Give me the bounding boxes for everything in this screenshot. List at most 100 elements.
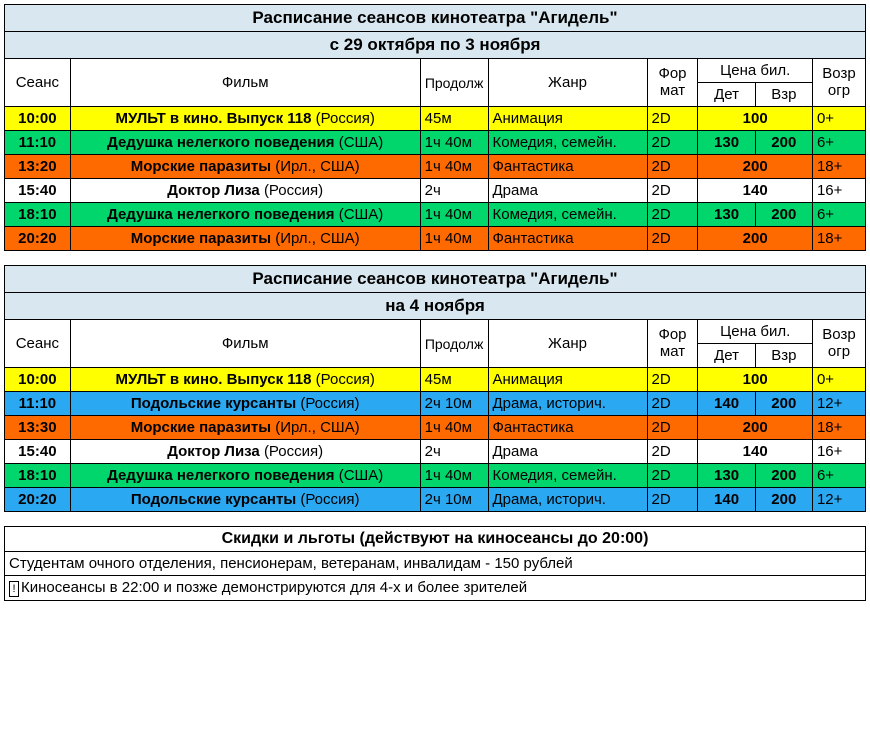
cell-genre: Комедия, семейн. <box>488 203 647 227</box>
cell-genre: Драма, историч. <box>488 488 647 512</box>
schedule-row: 11:10Подольские курсанты (Россия)2ч 10мД… <box>5 392 866 416</box>
cell-format: 2D <box>647 416 698 440</box>
schedule-row: 20:20Морские паразиты (Ирл., США)1ч 40мФ… <box>5 227 866 251</box>
schedule-row: 15:40Доктор Лиза (Россия)2чДрама2D14016+ <box>5 440 866 464</box>
cell-price-merged: 140 <box>698 179 813 203</box>
col-film: Фильм <box>70 320 420 368</box>
cell-format: 2D <box>647 107 698 131</box>
cell-duration: 1ч 40м <box>420 131 488 155</box>
film-country: (Россия) <box>264 182 323 199</box>
cell-time: 11:10 <box>5 131 71 155</box>
film-title: МУЛЬТ в кино. Выпуск 118 <box>116 110 312 127</box>
schedule-row: 20:20Подольские курсанты (Россия)2ч 10мД… <box>5 488 866 512</box>
cell-format: 2D <box>647 227 698 251</box>
block-gap <box>4 512 866 526</box>
cell-time: 10:00 <box>5 107 71 131</box>
cell-age: 0+ <box>812 368 865 392</box>
cell-format: 2D <box>647 203 698 227</box>
film-country: (США) <box>339 134 384 151</box>
schedule-row: 10:00МУЛЬТ в кино. Выпуск 118 (Россия)45… <box>5 368 866 392</box>
cell-genre: Анимация <box>488 107 647 131</box>
cell-genre: Комедия, семейн. <box>488 131 647 155</box>
cell-genre: Драма <box>488 440 647 464</box>
cell-film: Морские паразиты (Ирл., США) <box>70 227 420 251</box>
cell-duration: 1ч 40м <box>420 464 488 488</box>
footer-line-2: !Киносеансы в 22:00 и позже демонстрирую… <box>5 576 866 601</box>
footer-title: Скидки и льготы (действуют на киносеансы… <box>5 527 866 552</box>
col-price-adult: Взр <box>755 83 812 107</box>
cell-film: Подольские курсанты (Россия) <box>70 392 420 416</box>
cell-price-child: 130 <box>698 203 755 227</box>
col-genre: Жанр <box>488 59 647 107</box>
cell-price-adult: 200 <box>755 131 812 155</box>
col-price-child: Дет <box>698 83 755 107</box>
col-duration: Продолж <box>420 320 488 368</box>
schedule-document: Расписание сеансов кинотеатра "Агидель"с… <box>4 4 866 601</box>
cell-film: Дедушка нелегкого поведения (США) <box>70 131 420 155</box>
cell-price-adult: 200 <box>755 203 812 227</box>
cell-genre: Драма, историч. <box>488 392 647 416</box>
film-country: (Россия) <box>300 395 359 412</box>
film-country: (Ирл., США) <box>275 419 359 436</box>
cell-price-child: 140 <box>698 392 755 416</box>
col-duration: Продолж <box>420 59 488 107</box>
cell-genre: Драма <box>488 179 647 203</box>
film-country: (Россия) <box>264 443 323 460</box>
film-country: (Ирл., США) <box>275 158 359 175</box>
col-price-child: Дет <box>698 344 755 368</box>
cell-age: 6+ <box>812 464 865 488</box>
film-title: Дедушка нелегкого поведения <box>107 206 334 223</box>
col-price: Цена бил. <box>698 320 813 344</box>
cell-duration: 45м <box>420 368 488 392</box>
cell-age: 6+ <box>812 203 865 227</box>
cell-format: 2D <box>647 392 698 416</box>
film-title: Морские паразиты <box>131 230 271 247</box>
cell-price-merged: 200 <box>698 416 813 440</box>
col-age: Возрогр <box>812 59 865 107</box>
col-film: Фильм <box>70 59 420 107</box>
film-title: Доктор Лиза <box>167 182 260 199</box>
cell-price-adult: 200 <box>755 464 812 488</box>
cell-film: Доктор Лиза (Россия) <box>70 179 420 203</box>
schedule-table-0: Расписание сеансов кинотеатра "Агидель"с… <box>4 4 866 251</box>
cell-genre: Фантастика <box>488 416 647 440</box>
cell-film: Подольские курсанты (Россия) <box>70 488 420 512</box>
cell-duration: 1ч 40м <box>420 203 488 227</box>
cell-film: Морские паразиты (Ирл., США) <box>70 155 420 179</box>
cell-film: Дедушка нелегкого поведения (США) <box>70 464 420 488</box>
col-time: Сеанс <box>5 59 71 107</box>
cell-age: 0+ <box>812 107 865 131</box>
cell-film: Морские паразиты (Ирл., США) <box>70 416 420 440</box>
cell-genre: Анимация <box>488 368 647 392</box>
cell-price-merged: 100 <box>698 368 813 392</box>
col-format: Формат <box>647 59 698 107</box>
cell-age: 6+ <box>812 131 865 155</box>
cell-time: 10:00 <box>5 368 71 392</box>
film-title: Морские паразиты <box>131 158 271 175</box>
film-title: Подольские курсанты <box>131 491 296 508</box>
film-title: Дедушка нелегкого поведения <box>107 467 334 484</box>
film-country: (Ирл., США) <box>275 230 359 247</box>
cell-age: 18+ <box>812 155 865 179</box>
cell-format: 2D <box>647 179 698 203</box>
footer-line-1: Студентам очного отделения, пенсионерам,… <box>5 552 866 576</box>
col-genre: Жанр <box>488 320 647 368</box>
cell-duration: 1ч 40м <box>420 227 488 251</box>
cell-genre: Фантастика <box>488 155 647 179</box>
cell-duration: 2ч <box>420 440 488 464</box>
film-title: МУЛЬТ в кино. Выпуск 118 <box>116 371 312 388</box>
schedule-row: 10:00МУЛЬТ в кино. Выпуск 118 (Россия)45… <box>5 107 866 131</box>
cell-time: 20:20 <box>5 227 71 251</box>
footer-table: Скидки и льготы (действуют на киносеансы… <box>4 526 866 601</box>
col-price: Цена бил. <box>698 59 813 83</box>
film-country: (США) <box>339 467 384 484</box>
block-title-1: Расписание сеансов кинотеатра "Агидель" <box>5 5 866 32</box>
film-title: Дедушка нелегкого поведения <box>107 134 334 151</box>
film-title: Доктор Лиза <box>167 443 260 460</box>
film-country: (Россия) <box>300 491 359 508</box>
cell-format: 2D <box>647 464 698 488</box>
cell-age: 16+ <box>812 179 865 203</box>
cell-time: 15:40 <box>5 179 71 203</box>
schedule-row: 15:40Доктор Лиза (Россия)2чДрама2D14016+ <box>5 179 866 203</box>
cell-film: МУЛЬТ в кино. Выпуск 118 (Россия) <box>70 107 420 131</box>
